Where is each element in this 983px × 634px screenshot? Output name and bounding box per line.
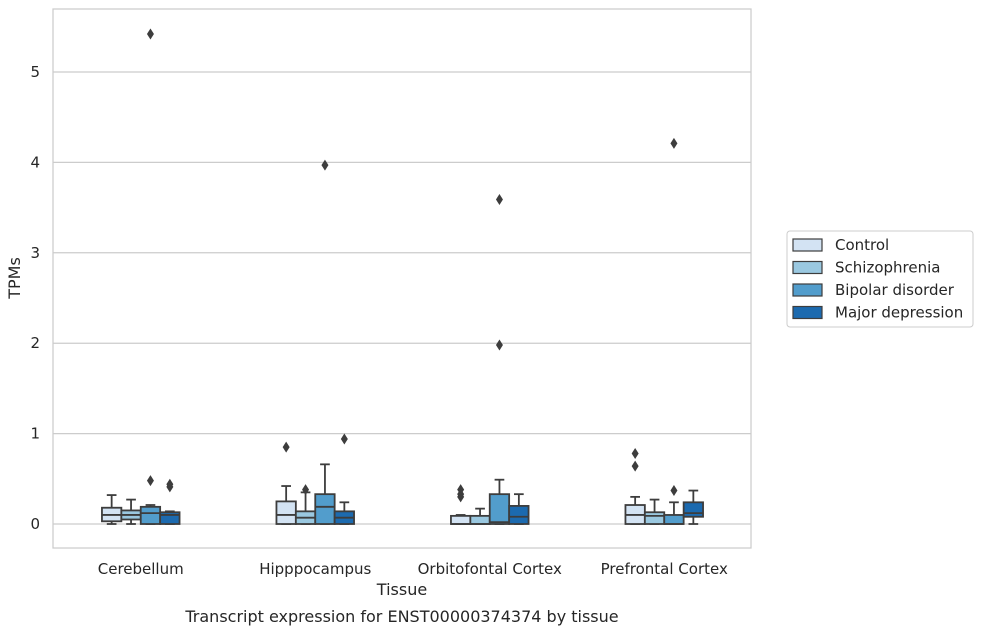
outlier-point [340,433,348,445]
box-body [488,493,511,525]
outlier-point [282,441,290,453]
plot-background [53,9,751,548]
box-body [663,514,685,525]
chart-caption: Transcript expression for ENST0000037437… [184,607,618,626]
outlier-point [670,137,678,149]
box [508,493,530,525]
y-axis-title: TPMs [5,257,24,300]
box-body [450,514,472,525]
box [469,507,491,525]
box-group [101,28,181,525]
legend-item: Major depression [792,304,963,322]
legend-swatch [792,238,823,252]
x-tick-label: Cerebellum [98,560,184,578]
outlier-point [670,485,678,497]
outlier-point [631,447,639,459]
legend-item: Bipolar disorder [792,281,955,299]
box-group [450,193,530,525]
legend: Control Schizophrenia Bipolar disorder Majo… [786,230,974,328]
box-group [275,159,355,525]
box [275,441,297,525]
box [294,484,317,525]
box [663,137,685,525]
legend-label: Schizophrenia [835,259,940,277]
y-tick-label: 3 [30,244,40,262]
legend-label: Bipolar disorder [835,281,955,299]
outlier-point [457,484,465,496]
y-tick-label: 0 [30,515,40,533]
y-tick-label: 1 [30,425,40,443]
y-tick-label: 4 [30,153,40,171]
box [643,498,666,525]
y-tick-label: 2 [30,334,40,352]
legend-swatch [792,260,823,275]
outlier-point [321,159,329,171]
box-body [275,500,297,525]
outlier-point [495,193,503,205]
box-groups [101,28,704,525]
legend-frame [786,230,974,328]
legend-label: Control [835,236,889,254]
x-axis-title: Tissue [376,580,427,599]
legend-item: Control [792,236,889,254]
box [624,447,646,525]
box-group [624,137,704,525]
box-body [469,514,491,525]
x-tick-labels: Cerebellum Hipppocampus Orbitofontal Corte… [98,560,728,578]
box-body [139,505,162,525]
box [139,28,162,525]
outlier-point [631,460,639,472]
box-body [314,493,336,525]
box [101,494,123,525]
x-tick-label: Prefrontal Cortex [601,560,728,578]
outlier-point [146,475,154,487]
y-tick-labels: 0 1 2 3 4 5 [30,63,40,533]
box [159,478,181,525]
box [450,484,472,525]
box-body [682,501,704,518]
y-tick-label: 5 [30,63,40,81]
outlier-point [495,339,503,351]
legend-label: Major depression [835,304,963,322]
x-tick-label: Orbitofontal Cortex [418,560,562,578]
box-body [643,511,666,525]
legend-item: Schizophrenia [792,259,940,277]
box [682,489,704,525]
box [314,159,336,525]
plot-frame [52,8,752,549]
x-tick-label: Hipppocampus [259,560,371,578]
outlier-point [302,484,310,496]
outlier-point [146,28,154,40]
legend-swatch [792,305,823,320]
box [333,433,355,525]
legend-swatch [792,283,823,297]
outlier-point [166,478,174,490]
box-body [159,511,181,525]
box-body [508,505,530,525]
